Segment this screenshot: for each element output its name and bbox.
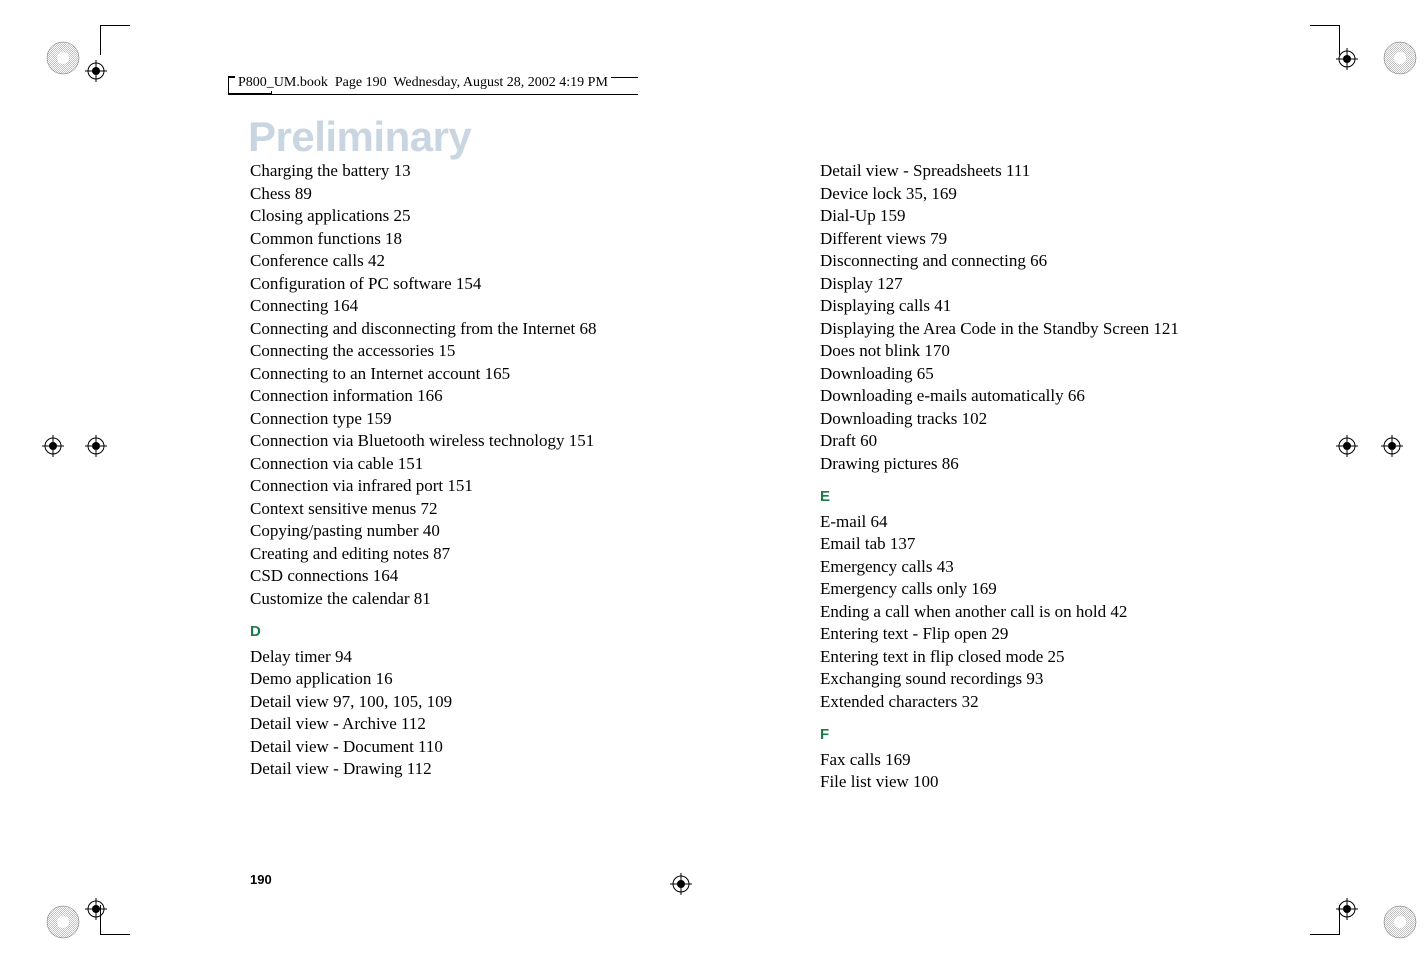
index-entry: Delay timer 94 bbox=[250, 646, 760, 669]
index-entry: Connecting 164 bbox=[250, 295, 760, 318]
index-entry: Entering text in flip closed mode 25 bbox=[820, 646, 1330, 669]
index-content: Charging the battery 13Chess 89Closing a… bbox=[250, 160, 1330, 794]
cross-mark bbox=[1381, 435, 1403, 457]
index-entry: Different views 79 bbox=[820, 228, 1330, 251]
index-entry: Detail view - Spreadsheets 111 bbox=[820, 160, 1330, 183]
section-letter: E bbox=[820, 486, 1330, 509]
index-entry: Displaying the Area Code in the Standby … bbox=[820, 318, 1330, 341]
index-entry: Entering text - Flip open 29 bbox=[820, 623, 1330, 646]
reg-mark-tr bbox=[1382, 40, 1418, 76]
index-entry: Closing applications 25 bbox=[250, 205, 760, 228]
page-number: 190 bbox=[250, 872, 272, 887]
index-entry: Disconnecting and connecting 66 bbox=[820, 250, 1330, 273]
index-entry: CSD connections 164 bbox=[250, 565, 760, 588]
crop-corner bbox=[100, 25, 130, 55]
index-entry: Downloading tracks 102 bbox=[820, 408, 1330, 431]
index-entry: Connecting to an Internet account 165 bbox=[250, 363, 760, 386]
index-entry: Conference calls 42 bbox=[250, 250, 760, 273]
left-column: Charging the battery 13Chess 89Closing a… bbox=[250, 160, 760, 794]
index-entry: Charging the battery 13 bbox=[250, 160, 760, 183]
index-entry: E-mail 64 bbox=[820, 511, 1330, 534]
index-entry: Connecting the accessories 15 bbox=[250, 340, 760, 363]
index-entry: Configuration of PC software 154 bbox=[250, 273, 760, 296]
index-entry: Does not blink 170 bbox=[820, 340, 1330, 363]
index-entry: Emergency calls 43 bbox=[820, 556, 1330, 579]
index-entry: Demo application 16 bbox=[250, 668, 760, 691]
header-datetime: Wednesday, August 28, 2002 4:19 PM bbox=[393, 75, 608, 90]
section-letter: F bbox=[820, 724, 1330, 747]
index-entry: Chess 89 bbox=[250, 183, 760, 206]
index-entry: Fax calls 169 bbox=[820, 749, 1330, 772]
index-entry: Dial-Up 159 bbox=[820, 205, 1330, 228]
index-entry: Detail view - Archive 112 bbox=[250, 713, 760, 736]
header-pageinfo: Page 190 bbox=[335, 75, 387, 90]
index-entry: Connecting and disconnecting from the In… bbox=[250, 318, 760, 341]
index-entry: Drawing pictures 86 bbox=[820, 453, 1330, 476]
index-entry: Detail view - Drawing 112 bbox=[250, 758, 760, 781]
index-entry: Connection via cable 151 bbox=[250, 453, 760, 476]
index-entry: Ending a call when another call is on ho… bbox=[820, 601, 1330, 624]
reg-mark-bl bbox=[45, 904, 81, 940]
index-entry: Downloading 65 bbox=[820, 363, 1330, 386]
section-letter: D bbox=[250, 621, 760, 644]
index-entry: Detail view - Document 110 bbox=[250, 736, 760, 759]
watermark-text: Preliminary bbox=[248, 113, 471, 161]
index-entry: Displaying calls 41 bbox=[820, 295, 1330, 318]
index-entry: Connection information 166 bbox=[250, 385, 760, 408]
index-entry: Emergency calls only 169 bbox=[820, 578, 1330, 601]
index-entry: Downloading e-mails automatically 66 bbox=[820, 385, 1330, 408]
index-entry: Email tab 137 bbox=[820, 533, 1330, 556]
index-entry: Copying/pasting number 40 bbox=[250, 520, 760, 543]
page-frame: P800_UM.book Page 190 Wednesday, August … bbox=[100, 25, 1340, 935]
index-entry: Display 127 bbox=[820, 273, 1330, 296]
right-column: Detail view - Spreadsheets 111Device loc… bbox=[820, 160, 1330, 794]
index-entry: Connection type 159 bbox=[250, 408, 760, 431]
index-entry: Connection via Bluetooth wireless techno… bbox=[250, 430, 760, 453]
crop-corner bbox=[100, 905, 130, 935]
index-entry: Creating and editing notes 87 bbox=[250, 543, 760, 566]
index-entry: Draft 60 bbox=[820, 430, 1330, 453]
cross-mark bbox=[42, 435, 64, 457]
crop-corner bbox=[1310, 905, 1340, 935]
reg-mark-br bbox=[1382, 904, 1418, 940]
index-entry: Device lock 35, 169 bbox=[820, 183, 1330, 206]
crop-corner bbox=[1310, 25, 1340, 55]
reg-mark-tl bbox=[45, 40, 81, 76]
index-entry: Exchanging sound recordings 93 bbox=[820, 668, 1330, 691]
index-entry: Context sensitive menus 72 bbox=[250, 498, 760, 521]
header-text: P800_UM.book Page 190 Wednesday, August … bbox=[235, 75, 611, 91]
index-entry: Extended characters 32 bbox=[820, 691, 1330, 714]
header-filename: P800_UM.book bbox=[238, 75, 328, 90]
index-entry: File list view 100 bbox=[820, 771, 1330, 794]
index-entry: Customize the calendar 81 bbox=[250, 588, 760, 611]
index-entry: Connection via infrared port 151 bbox=[250, 475, 760, 498]
index-entry: Common functions 18 bbox=[250, 228, 760, 251]
index-entry: Detail view 97, 100, 105, 109 bbox=[250, 691, 760, 714]
